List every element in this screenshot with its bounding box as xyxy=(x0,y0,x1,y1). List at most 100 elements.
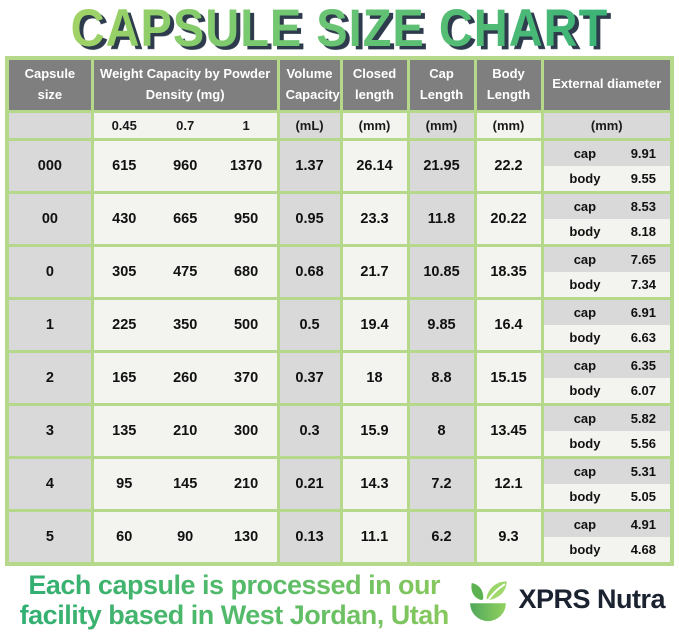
ext-cap-label: cap xyxy=(573,410,597,426)
cap-length-value: 7.2 xyxy=(406,455,477,512)
ext-cap-value: 8.53 xyxy=(630,198,656,214)
volume-value: 1.37 xyxy=(276,137,343,194)
ext-cap-label: cap xyxy=(573,251,597,267)
ext-cap-label: cap xyxy=(573,198,597,214)
ext-body-value: 5.56 xyxy=(630,435,656,451)
ext-cap-value: 6.91 xyxy=(630,304,656,320)
weight-1-value: 680 xyxy=(233,263,259,280)
page-title: CAPSULE SIZE CHART xyxy=(70,0,609,58)
brand-logo: XPRS Nutra xyxy=(462,574,669,626)
weight-045-value: 305 xyxy=(112,263,137,280)
capsule-size-value: 5 xyxy=(5,508,94,566)
unit-mm-external: (mm) xyxy=(540,109,674,141)
leaf-bowl-icon xyxy=(470,581,508,621)
weight-07-value: 350 xyxy=(173,316,198,333)
external-diameter-cell: cap 5.31 body 5.05 xyxy=(540,455,674,512)
ext-cap-value: 4.91 xyxy=(630,516,656,532)
table-row-1: 1 225 350 500 0.5 19.4 9.85 16.4 cap 6.91… xyxy=(5,296,674,353)
unit-mm-cap: (mm) xyxy=(406,109,477,141)
col-header-body-length: Body Length xyxy=(473,56,544,113)
weight-07-value: 210 xyxy=(173,422,198,439)
volume-value: 0.68 xyxy=(276,243,343,300)
ext-body-label: body xyxy=(569,223,601,239)
density-1: 1 xyxy=(242,117,250,133)
table-row-2: 2 165 260 370 0.37 18 8.8 15.15 cap 6.35 … xyxy=(5,349,674,406)
capsule-size-value: 3 xyxy=(5,402,94,459)
ext-cap-value: 9.91 xyxy=(630,145,656,161)
ext-body-label: body xyxy=(569,170,601,186)
unit-mm-body: (mm) xyxy=(473,109,544,141)
weight-capacity-cell: 135 210 300 xyxy=(90,402,280,459)
footer-caption: Each capsule is processed in our facilit… xyxy=(6,570,462,630)
ext-body-value: 6.07 xyxy=(630,382,656,398)
ext-body-label: body xyxy=(569,276,601,292)
col-header-weight-capacity: Weight Capacity by Powder Density (mg) xyxy=(90,56,280,113)
footer: Each capsule is processed in our facilit… xyxy=(0,566,679,640)
weight-045-value: 135 xyxy=(112,422,137,439)
ext-body-value: 9.55 xyxy=(630,170,656,186)
table-row-000: 000 615 960 1370 1.37 26.14 21.95 22.2 c… xyxy=(5,137,674,194)
closed-length-value: 19.4 xyxy=(339,296,410,353)
col-header-cap-length: Cap Length xyxy=(406,56,477,113)
weight-07-value: 260 xyxy=(173,369,198,386)
weight-capacity-cell: 60 90 130 xyxy=(90,508,280,566)
weight-1-value: 130 xyxy=(233,528,259,545)
volume-value: 0.21 xyxy=(276,455,343,512)
weight-07-value: 90 xyxy=(177,528,194,545)
body-length-value: 20.22 xyxy=(473,190,544,247)
closed-length-value: 15.9 xyxy=(339,402,410,459)
col-header-external-diameter: External diameter xyxy=(540,56,674,113)
external-diameter-cell: cap 7.65 body 7.34 xyxy=(540,243,674,300)
ext-cap-label: cap xyxy=(573,463,597,479)
body-length-value: 9.3 xyxy=(473,508,544,566)
external-diameter-cell: cap 9.91 body 9.55 xyxy=(540,137,674,194)
weight-07-value: 960 xyxy=(173,157,198,174)
capsule-size-table: Capsule size Weight Capacity by Powder D… xyxy=(5,55,674,566)
table-row-0: 0 305 475 680 0.68 21.7 10.85 18.35 cap 7… xyxy=(5,243,674,300)
weight-1-value: 370 xyxy=(233,369,259,386)
capsule-size-value: 4 xyxy=(5,455,94,512)
unit-mm-closed: (mm) xyxy=(339,109,410,141)
density-07: 0.7 xyxy=(176,117,195,133)
ext-cap-label: cap xyxy=(573,145,597,161)
ext-body-label: body xyxy=(569,382,601,398)
ext-cap-value: 6.35 xyxy=(630,357,656,373)
weight-1-value: 210 xyxy=(233,475,259,492)
capsule-size-value: 2 xyxy=(5,349,94,406)
body-length-value: 12.1 xyxy=(473,455,544,512)
capsule-size-value: 000 xyxy=(5,137,94,194)
unit-ml: (mL) xyxy=(276,109,343,141)
capsule-size-value: 0 xyxy=(5,243,94,300)
weight-capacity-cell: 615 960 1370 xyxy=(90,137,280,194)
volume-value: 0.3 xyxy=(276,402,343,459)
weight-capacity-cell: 165 260 370 xyxy=(90,349,280,406)
weight-1-value: 1370 xyxy=(229,157,263,174)
external-diameter-cell: cap 6.91 body 6.63 xyxy=(540,296,674,353)
weight-07-value: 475 xyxy=(173,263,198,280)
brand-name: XPRS Nutra xyxy=(518,584,665,615)
ext-cap-label: cap xyxy=(573,516,597,532)
capsule-size-value: 00 xyxy=(5,190,94,247)
weight-capacity-cell: 430 665 950 xyxy=(90,190,280,247)
weight-capacity-cell: 305 475 680 xyxy=(90,243,280,300)
weight-capacity-cell: 95 145 210 xyxy=(90,455,280,512)
cap-length-value: 6.2 xyxy=(406,508,477,566)
ext-body-label: body xyxy=(569,541,601,557)
cap-length-value: 10.85 xyxy=(406,243,477,300)
weight-045-value: 95 xyxy=(116,475,133,492)
volume-value: 0.13 xyxy=(276,508,343,566)
closed-length-value: 14.3 xyxy=(339,455,410,512)
closed-length-value: 26.14 xyxy=(339,137,410,194)
cap-length-value: 11.8 xyxy=(406,190,477,247)
ext-cap-label: cap xyxy=(573,357,597,373)
page-title-wrap: CAPSULE SIZE CHART xyxy=(0,0,679,56)
weight-045-value: 60 xyxy=(116,528,133,545)
ext-body-label: body xyxy=(569,435,601,451)
closed-length-value: 18 xyxy=(339,349,410,406)
external-diameter-cell: cap 4.91 body 4.68 xyxy=(540,508,674,566)
subheader-row: 0.45 0.7 1 (mL) (mm) (mm) (mm) (mm) xyxy=(5,109,674,141)
table-row-5: 5 60 90 130 0.13 11.1 6.2 9.3 cap 4.91 bo… xyxy=(5,508,674,566)
density-045: 0.45 xyxy=(111,117,137,133)
table-row-4: 4 95 145 210 0.21 14.3 7.2 12.1 cap 5.31 … xyxy=(5,455,674,512)
cap-length-value: 8.8 xyxy=(406,349,477,406)
